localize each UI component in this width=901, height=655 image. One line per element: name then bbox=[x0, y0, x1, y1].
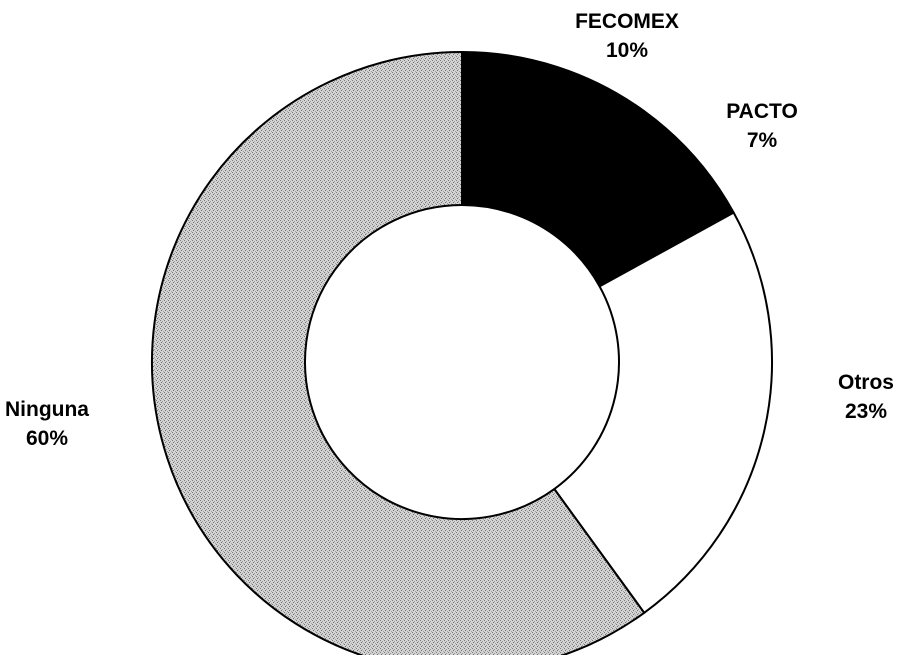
slice-ninguna bbox=[151, 51, 646, 655]
slice-label-otros: Otros bbox=[838, 371, 894, 394]
slice-value-fecomex: 10% bbox=[606, 39, 648, 62]
slice-label-ninguna: Ninguna bbox=[5, 398, 89, 421]
slice-label-fecomex: FECOMEX bbox=[575, 10, 679, 33]
slice-value-ninguna: 60% bbox=[26, 427, 68, 450]
slice-otros bbox=[553, 211, 773, 614]
slice-value-pacto: 7% bbox=[747, 129, 778, 152]
slice-label-pacto: PACTO bbox=[726, 100, 798, 123]
labels-layer: FECOMEX 10% PACTO 7% Otros 23% Ninguna 60% bbox=[5, 10, 894, 450]
slice-value-otros: 23% bbox=[845, 400, 887, 423]
slices-layer bbox=[151, 51, 773, 655]
